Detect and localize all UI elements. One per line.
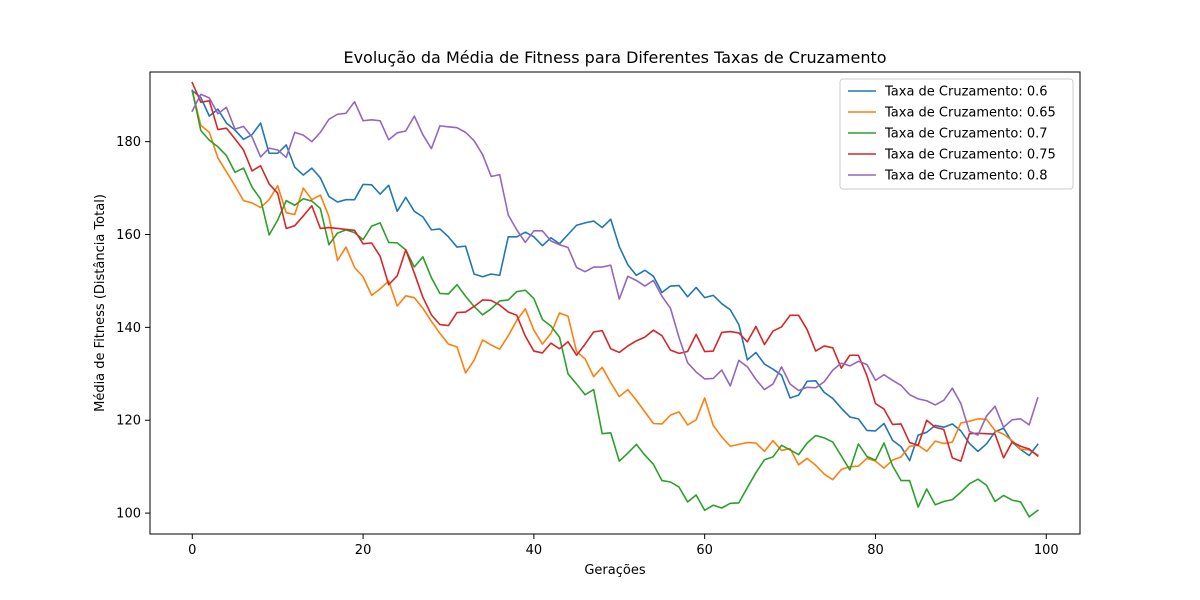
x-tick-label: 40: [526, 543, 543, 558]
y-axis-title: Média de Fitness (Distância Total): [93, 194, 108, 412]
plot-area: [149, 71, 1081, 535]
x-axis: 0 20 40 60 80 100: [188, 534, 1059, 558]
y-tick-label: 100: [116, 507, 141, 522]
x-tick-label: 0: [188, 543, 196, 558]
y-tick-label: 180: [116, 135, 141, 150]
y-tick-label: 120: [116, 414, 141, 429]
y-tick-label: 160: [116, 228, 141, 243]
series-lines: [191, 81, 1039, 518]
series-line-3: [191, 81, 1039, 462]
legend: Taxa de Cruzamento: 0.6 Taxa de Cruzament…: [839, 78, 1074, 190]
chart-title: Evolução da Média de Fitness para Difere…: [343, 48, 886, 67]
legend-label: Taxa de Cruzamento: 0.6: [884, 85, 1048, 100]
x-tick-label: 100: [1034, 543, 1059, 558]
x-tick-label: 60: [696, 543, 713, 558]
legend-box: [839, 78, 1074, 190]
x-axis-title: Gerações: [584, 563, 645, 578]
x-tick-label: 80: [867, 543, 884, 558]
legend-label: Taxa de Cruzamento: 0.75: [884, 148, 1056, 163]
x-tick-label: 20: [355, 543, 372, 558]
legend-label: Taxa de Cruzamento: 0.65: [884, 106, 1056, 121]
series-line-2: [191, 89, 1039, 518]
legend-label: Taxa de Cruzamento: 0.8: [884, 169, 1048, 184]
series-line-4: [191, 93, 1039, 436]
y-axis: 100 120 140 160 180: [116, 135, 150, 522]
series-line-0: [191, 89, 1039, 462]
legend-label: Taxa de Cruzamento: 0.7: [884, 127, 1048, 142]
y-tick-label: 140: [116, 321, 141, 336]
